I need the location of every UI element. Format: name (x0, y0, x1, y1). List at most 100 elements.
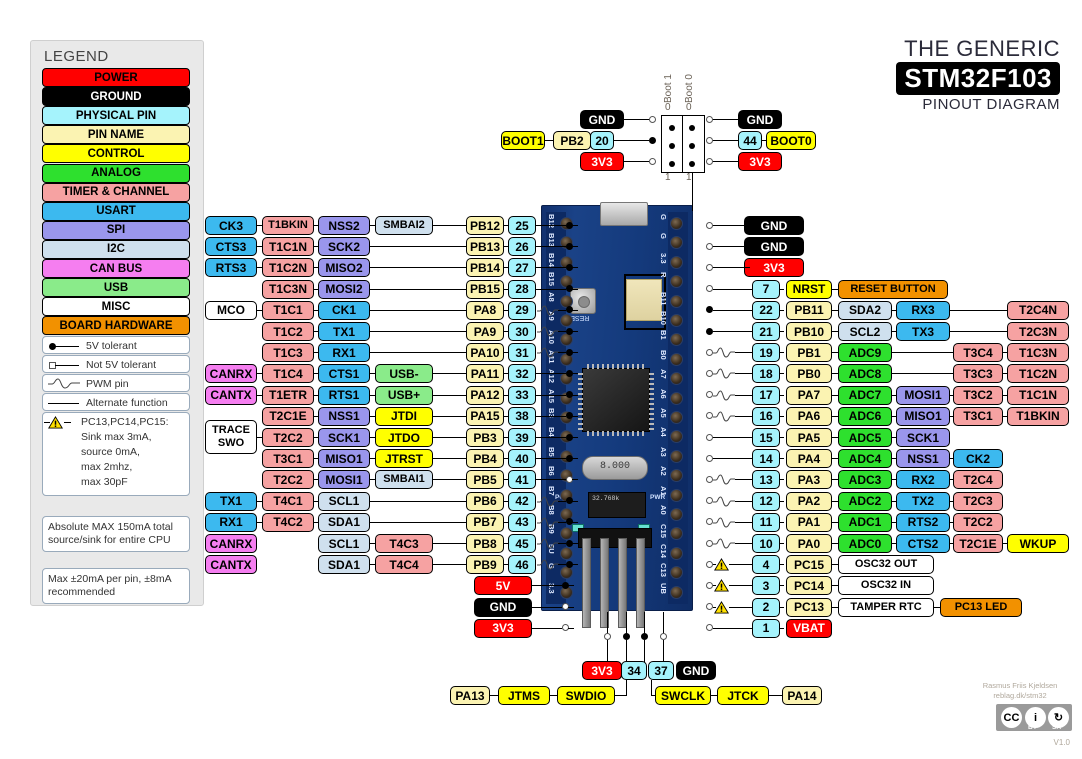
connector-wire (504, 500, 508, 502)
silk-left-B8: B8 (547, 505, 556, 515)
swd-pin-GND (636, 538, 645, 628)
left-tolerance-43 (566, 518, 573, 526)
connector-wire (550, 695, 557, 696)
left-cell-mosi1: MOSI1 (318, 470, 370, 490)
connector-wire (314, 458, 318, 460)
connector-wire (950, 458, 953, 460)
crystal-32khz: 32.768k (588, 492, 646, 518)
reset-button-hw[interactable] (570, 288, 596, 314)
swd-tolerance-2 (641, 633, 648, 640)
right-cell-miso1: MISO1 (896, 406, 950, 426)
legend-warning-line: max 30pF (81, 476, 128, 488)
connector-wire (257, 521, 262, 523)
connector-wire (64, 422, 71, 423)
boot-header-pins[interactable] (661, 115, 705, 173)
left-pinname-PB6: PB6 (466, 491, 504, 511)
boot1-gnd-chip: GND (580, 110, 624, 129)
connector-wire (370, 352, 466, 354)
left-cell-ck3: CK3 (205, 216, 257, 235)
swd-tolerance-3 (660, 633, 667, 640)
swd-chip-gnd: GND (676, 661, 716, 680)
left-pinnum-28: 28 (508, 279, 536, 299)
left-cell-ck1: CK1 (318, 300, 370, 320)
pad-right-2 (670, 255, 683, 269)
connector-wire (713, 564, 716, 566)
left-pinnum-30: 30 (508, 322, 536, 341)
connector-wire (536, 437, 566, 438)
open-dot-icon (706, 116, 713, 123)
swd-label-pa13: PA13 (450, 686, 490, 705)
credit-text: Rasmus Friis Kjeldsen reblag.dk/stm32 (968, 681, 1072, 701)
connector-wire (950, 479, 953, 481)
connector-wire (44, 422, 50, 423)
connector-wire (626, 612, 627, 638)
cc-by-label: BY (1028, 724, 1038, 731)
swd-label-pa14: PA14 (782, 686, 822, 705)
mcu-lead (617, 364, 619, 369)
silk-right-A2: A2 (659, 466, 668, 476)
connector-wire (607, 640, 608, 662)
pwm-wave-icon (713, 517, 735, 528)
left-pinnum-46: 46 (508, 555, 536, 575)
connector-wire (370, 394, 375, 396)
silk-right-C13: C13 (659, 563, 668, 578)
silk-right-A7: A7 (659, 369, 668, 379)
left-cell-jtdo: JTDO (375, 428, 433, 447)
connector-wire (545, 140, 554, 141)
right-pinnum-4: 4 (752, 555, 780, 575)
left-tolerance-40 (566, 454, 573, 462)
line-icon (47, 396, 81, 409)
swd-pin-3V3 (582, 538, 591, 628)
legend-swatch-usb: USB (42, 278, 190, 298)
left-cell-usb-: USB- (375, 364, 433, 384)
right-header-strip (668, 212, 688, 604)
right-tolerance-4 (706, 560, 713, 568)
left-cell-cantx: CANTX (205, 385, 257, 405)
left-tolerance-46 (566, 560, 573, 568)
connector-wire (572, 415, 578, 417)
connector-wire (370, 521, 466, 523)
pad-right-18 (670, 566, 683, 580)
left-cell-tx1: TX1 (318, 322, 370, 341)
swd-label-swclk: SWCLK (655, 686, 711, 705)
connector-wire (504, 373, 508, 375)
left-pinnum-39: 39 (508, 428, 536, 447)
left-cell-t1c1: T1C1 (262, 300, 314, 320)
silk-left-B4: B4 (547, 427, 556, 438)
connector-wire (558, 331, 566, 332)
connector-wire (950, 500, 953, 502)
connector-wire (644, 640, 645, 662)
left-cell-trace-swo: TRACE SWO (205, 420, 257, 454)
crystal-label: 8.000 (599, 461, 630, 472)
right-tolerance-21 (706, 327, 713, 335)
left-pinname-PB7: PB7 (466, 512, 504, 532)
connector-wire (314, 288, 318, 290)
right-pinnum-10: 10 (752, 534, 780, 553)
crystal32-label: 32.768k (592, 495, 620, 502)
legend-swatch-misc: MISC (42, 297, 190, 317)
boot-jumper-hw[interactable] (626, 279, 662, 321)
connector-wire (536, 246, 566, 248)
connector-wire (832, 543, 838, 544)
pad-right-6 (670, 333, 683, 347)
credit-site: reblag.dk/stm32 (993, 690, 1047, 700)
right-cell-t3c4: T3C4 (953, 343, 1003, 363)
connector-wire (257, 394, 262, 396)
silk-left-B5: B5 (547, 446, 556, 457)
mcu-lead (642, 364, 644, 369)
legend-swatch-can-bus: CAN BUS (42, 259, 190, 278)
pwr-silkscreen: PWR (650, 494, 666, 501)
right-cell-t2c3: T2C3 (953, 491, 1003, 511)
silk-right-A3: A3 (659, 446, 668, 457)
connector-wire (572, 331, 578, 332)
stm32-board-image: RESET 8.000 32.768k PC13 PWR B12B13B14B1… (541, 202, 693, 628)
left-pinname-PB15: PB15 (466, 279, 504, 299)
pad-right-11 (670, 430, 683, 444)
left-cell-smbai2: SMBAI2 (375, 216, 433, 235)
left-pinname-PB8: PB8 (466, 534, 504, 553)
pad-left-17 (560, 546, 573, 560)
connector-wire (370, 331, 466, 332)
swd-label-swdio: SWDIO (557, 686, 615, 705)
warning-triangle-icon (48, 416, 63, 429)
connector-wire (370, 543, 375, 544)
